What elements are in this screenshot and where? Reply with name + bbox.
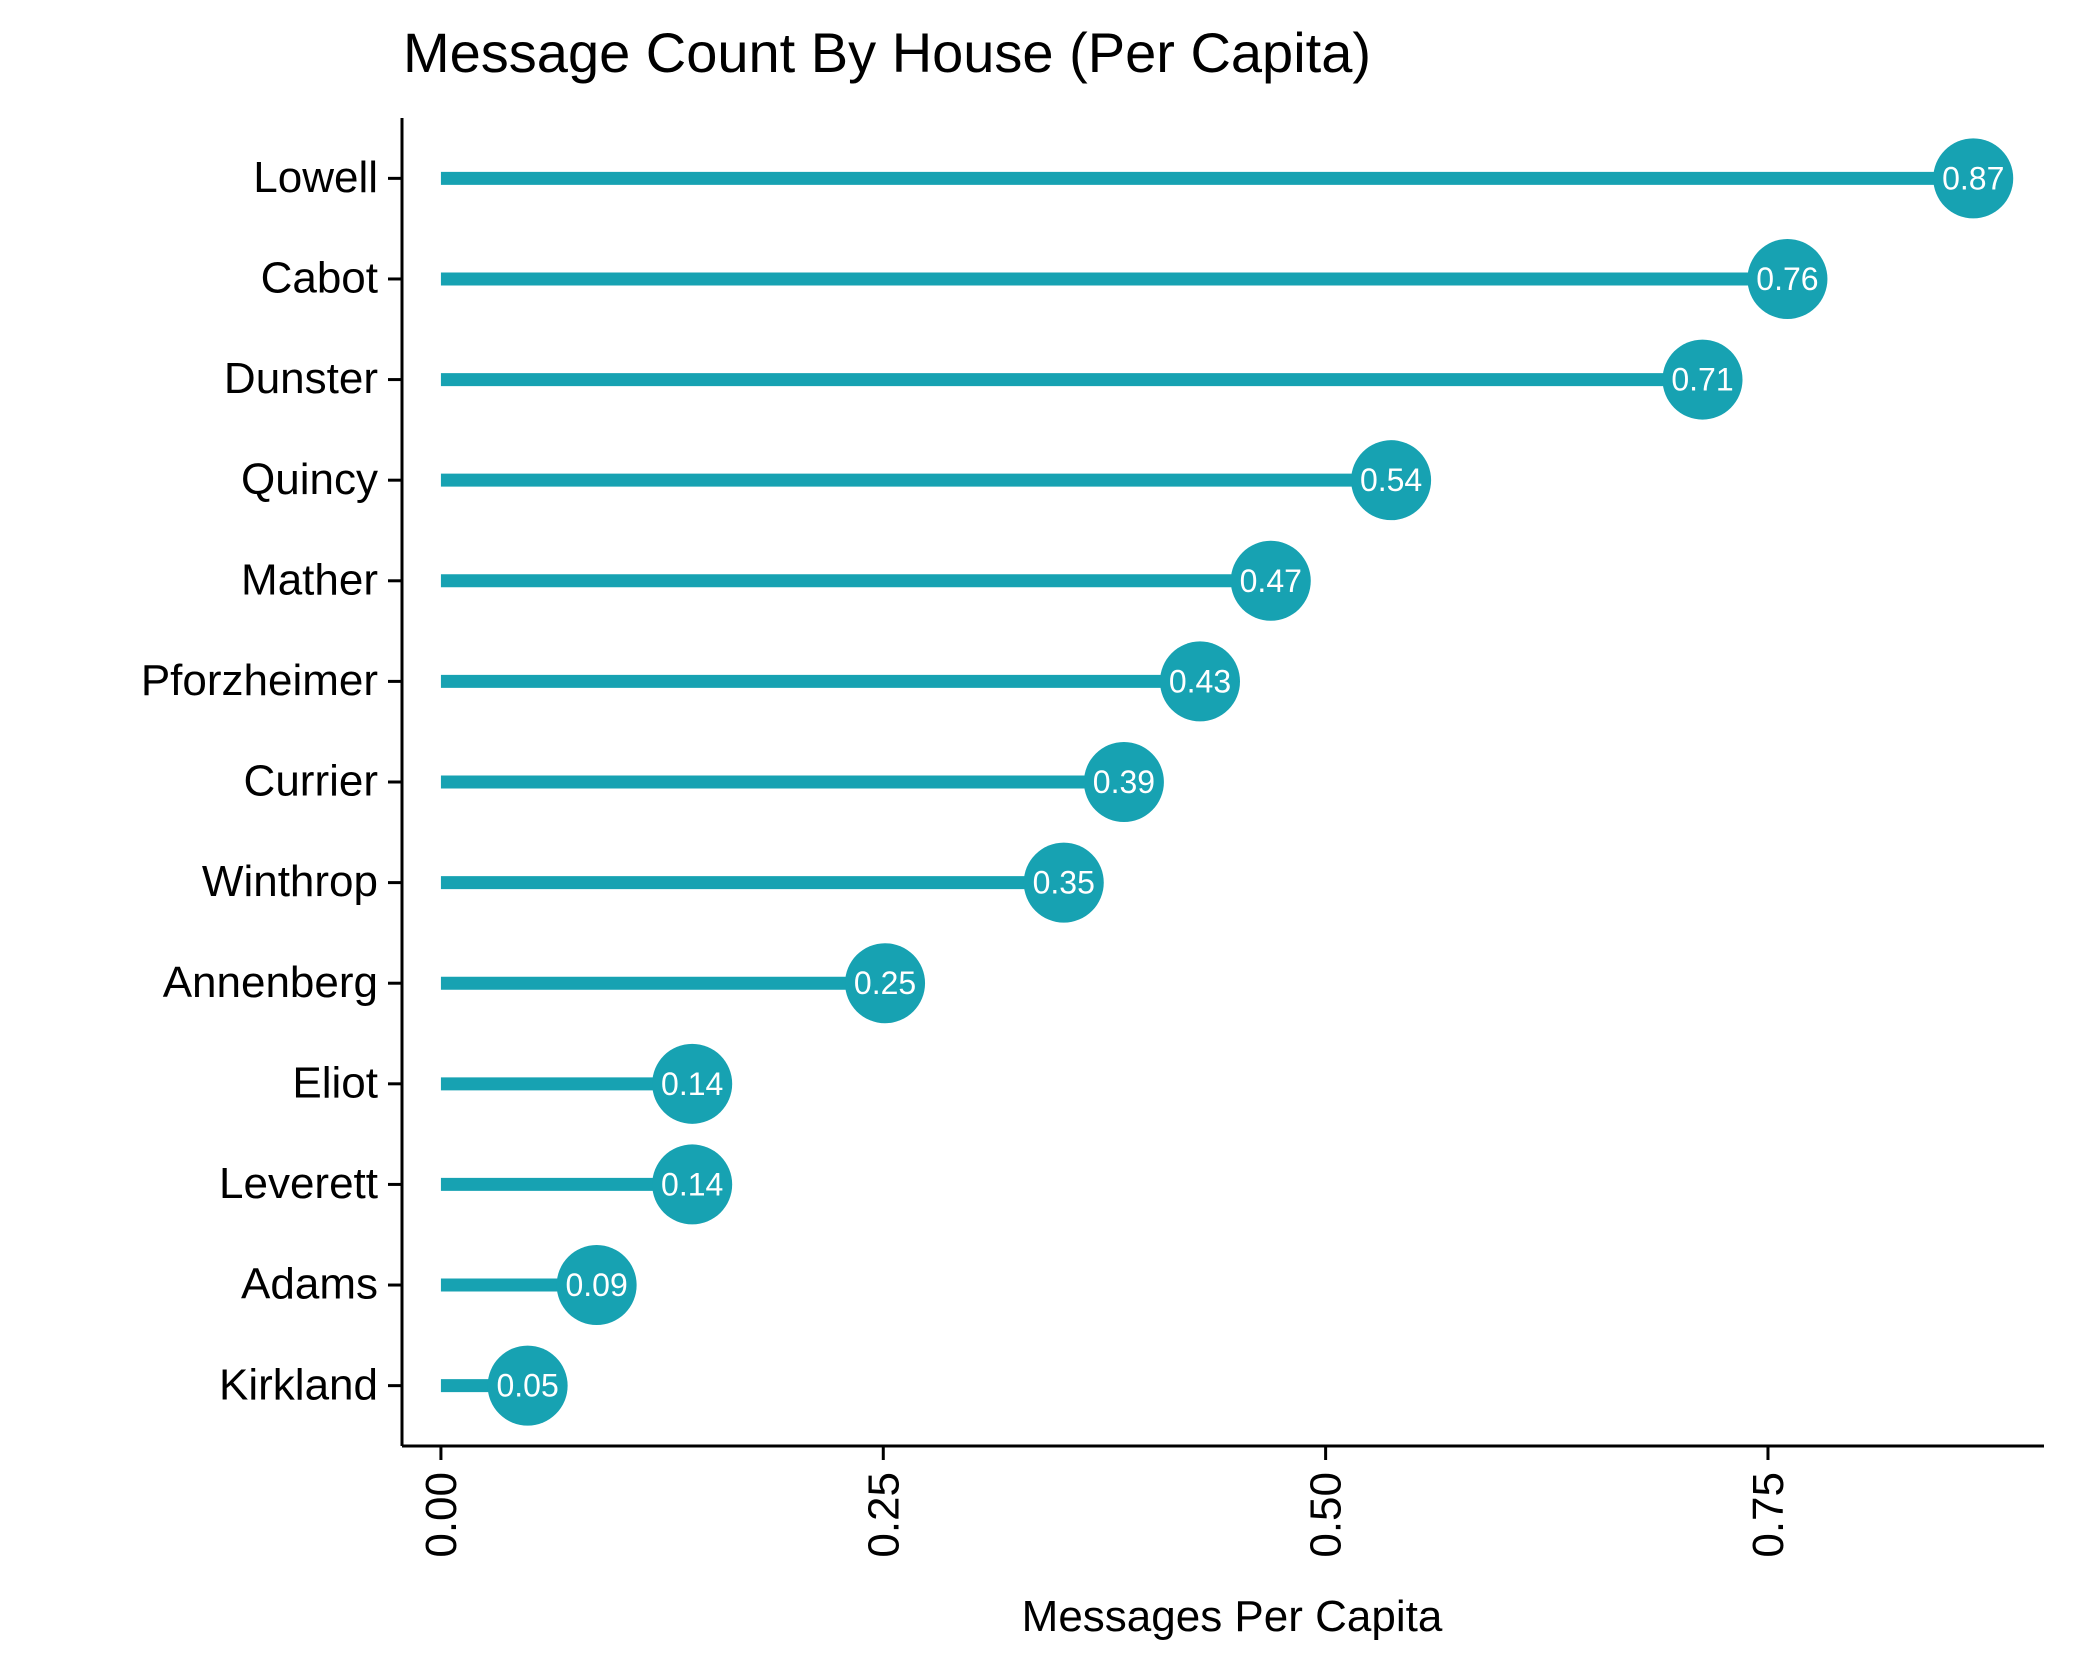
- value-label: 0.39: [1093, 764, 1155, 800]
- lollipop-head: [487, 1345, 568, 1426]
- x-tick-label: 0.00: [417, 1472, 466, 1558]
- lollipop-head: [1083, 742, 1164, 822]
- y-tick-label: Dunster: [224, 354, 378, 403]
- y-tick-label: Leverett: [219, 1159, 378, 1208]
- y-tick-label: Cabot: [261, 254, 378, 303]
- y-tick-label: Currier: [244, 757, 378, 806]
- y-tick-label: Annenberg: [163, 958, 378, 1007]
- lollipop-head: [1230, 540, 1311, 621]
- lollipop-head: [1351, 440, 1432, 521]
- x-axis-title: Messages Per Capita: [1022, 1592, 1443, 1641]
- y-tick-label: Lowell: [253, 153, 378, 202]
- value-label: 0.47: [1240, 563, 1302, 599]
- x-tick-label: 0.50: [1302, 1472, 1351, 1558]
- lollipop-head: [652, 1144, 733, 1225]
- x-tick-label: 0.25: [859, 1472, 908, 1558]
- lollipop-series: 0.87 0.76 0.71 0.54 0.47 0.43 0.39 0.35 0.25 0.14…: [440, 138, 2014, 1426]
- y-tick-label: Winthrop: [202, 857, 378, 906]
- chart-title: Message Count By House (Per Capita): [403, 21, 1371, 84]
- y-tick-label: Pforzheimer: [141, 656, 378, 705]
- y-tick-label: Eliot: [292, 1058, 378, 1107]
- lollipop-head: [1662, 339, 1743, 420]
- value-label: 0.54: [1360, 462, 1422, 498]
- value-label: 0.43: [1169, 663, 1231, 699]
- lollipop-head: [1023, 842, 1104, 923]
- lollipop-head: [1747, 238, 1828, 319]
- lollipop-head: [556, 1245, 637, 1326]
- value-label: 0.76: [1756, 261, 1818, 297]
- y-axis: Lowell Cabot Dunster Quincy Mather Pforzheime…: [141, 118, 404, 1446]
- x-tick-label: 0.75: [1744, 1472, 1793, 1558]
- lollipop-head: [1159, 641, 1240, 722]
- y-tick-label: Mather: [241, 555, 378, 604]
- y-tick-label: Kirkland: [219, 1360, 378, 1409]
- x-axis: 0.00 0.25 0.50 0.75: [402, 1444, 2044, 1558]
- value-label: 0.14: [661, 1066, 723, 1102]
- lollipop-head: [1933, 138, 2014, 219]
- value-label: 0.71: [1671, 362, 1733, 398]
- value-label: 0.05: [496, 1368, 558, 1404]
- value-label: 0.35: [1033, 865, 1095, 901]
- lollipop-head: [845, 943, 926, 1024]
- y-tick-label: Quincy: [241, 455, 378, 504]
- y-tick-label: Adams: [241, 1260, 378, 1309]
- lollipop-head: [652, 1043, 733, 1124]
- value-label: 0.09: [565, 1267, 627, 1303]
- value-label: 0.25: [854, 965, 916, 1001]
- value-label: 0.14: [661, 1166, 723, 1202]
- value-label: 0.87: [1942, 160, 2004, 196]
